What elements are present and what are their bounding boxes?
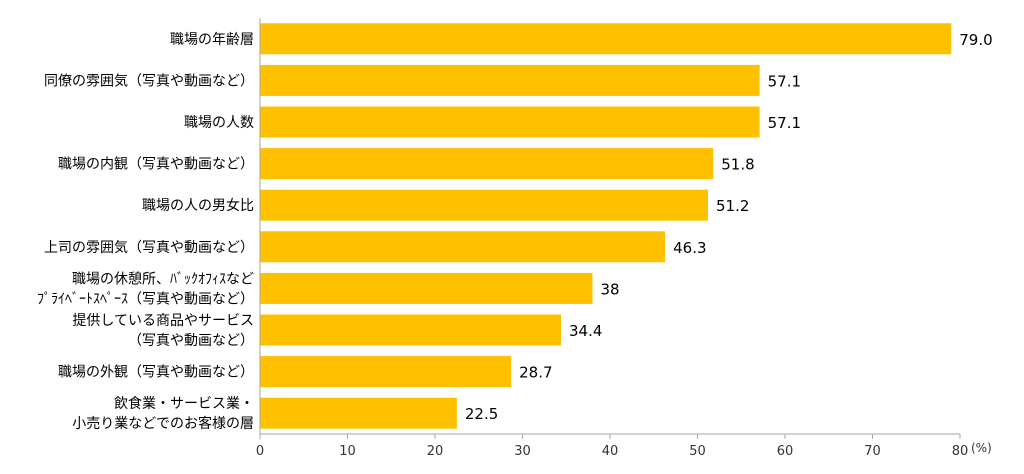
x-tick-label: 0 xyxy=(256,444,264,459)
bar xyxy=(260,231,666,263)
bar xyxy=(260,314,561,346)
category-label-line: 職場の年齢層 xyxy=(170,32,254,48)
bar xyxy=(260,189,708,221)
bar xyxy=(260,106,760,138)
category-label-line: 職場の内観（写真や動画など） xyxy=(58,156,254,173)
category-label-line: 同僚の雰囲気（写真や動画など） xyxy=(44,73,254,89)
bar xyxy=(260,397,457,429)
axis-layer: 0 10 20 30 40 50 60 70 80 xyxy=(256,18,968,459)
bar xyxy=(260,356,512,388)
category-label-line: 提供している商品やサービス xyxy=(72,313,254,329)
category-label-line: 職場の人数 xyxy=(184,115,254,131)
category-label-line: （写真や動画など） xyxy=(128,333,254,349)
value-label: 51.2 xyxy=(716,197,749,215)
category-label: 職場の人の男女比 xyxy=(142,197,254,214)
bars-layer xyxy=(260,23,952,429)
category-label: 提供している商品やサービス （写真や動画など） xyxy=(72,313,254,349)
x-tick-label: 70 xyxy=(864,444,881,459)
value-label: 34.4 xyxy=(569,322,602,340)
x-tick-label: 10 xyxy=(339,444,356,459)
x-tick-label: 60 xyxy=(777,444,794,459)
category-label-line: ﾌﾟﾗｲﾍﾞｰﾄｽﾍﾟｰｽ（写真や動画など） xyxy=(37,291,254,307)
value-label: 28.7 xyxy=(519,364,552,382)
category-label: 職場の休憩所、ﾊﾞｯｸｵﾌｨｽなど ﾌﾟﾗｲﾍﾞｰﾄｽﾍﾟｰｽ（写真や動画など） xyxy=(37,270,254,307)
value-label: 46.3 xyxy=(673,239,706,257)
x-axis-unit-label: (%) xyxy=(971,441,992,455)
category-label-line: 職場の人の男女比 xyxy=(142,197,254,214)
x-tick-label: 30 xyxy=(514,444,531,459)
labels-layer: 79.0 職場の年齢層 57.1 同僚の雰囲気（写真や動画など） 57.1 職場の人数 51… xyxy=(37,31,993,432)
value-label: 38 xyxy=(601,280,620,298)
category-label: 職場の外観（写真や動画など） xyxy=(58,364,254,381)
category-label-line: 飲食業・サービス業・ xyxy=(114,395,254,412)
bar xyxy=(260,23,952,55)
category-label-line: 小売り業などでのお客様の層 xyxy=(72,415,254,432)
x-tick-label: 40 xyxy=(602,444,619,459)
category-label-line: 職場の休憩所、ﾊﾞｯｸｵﾌｨｽなど xyxy=(72,270,254,287)
x-tick-label: 80 xyxy=(952,444,969,459)
value-label: 22.5 xyxy=(465,405,498,423)
bar xyxy=(260,64,760,96)
bar xyxy=(260,272,593,304)
value-label: 57.1 xyxy=(768,114,801,132)
value-label: 51.8 xyxy=(721,156,754,174)
category-label: 職場の内観（写真や動画など） xyxy=(58,156,254,173)
category-label: 上司の雰囲気（写真や動画など） xyxy=(44,240,254,256)
value-label: 79.0 xyxy=(959,31,992,49)
category-label: 職場の年齢層 xyxy=(170,32,254,48)
category-label: 同僚の雰囲気（写真や動画など） xyxy=(44,73,254,89)
category-label: 職場の人数 xyxy=(184,115,254,131)
bar xyxy=(260,148,714,180)
x-tick-label: 50 xyxy=(689,444,706,459)
x-tick-label: 20 xyxy=(427,444,444,459)
category-label-line: 上司の雰囲気（写真や動画など） xyxy=(44,240,254,256)
category-label: 飲食業・サービス業・小売り業などでのお客様の層 xyxy=(72,395,254,432)
value-label: 57.1 xyxy=(768,72,801,90)
category-label-line: 職場の外観（写真や動画など） xyxy=(58,364,254,381)
